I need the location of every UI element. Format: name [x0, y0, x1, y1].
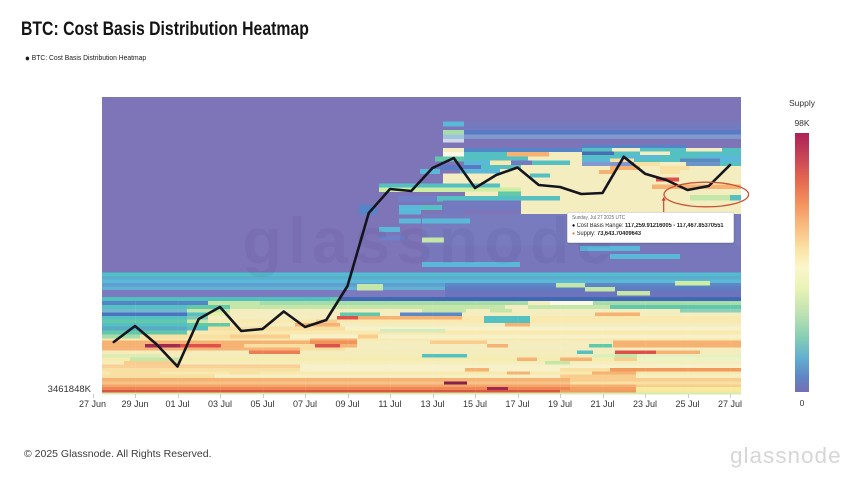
- svg-text:glassnode: glassnode: [242, 204, 617, 277]
